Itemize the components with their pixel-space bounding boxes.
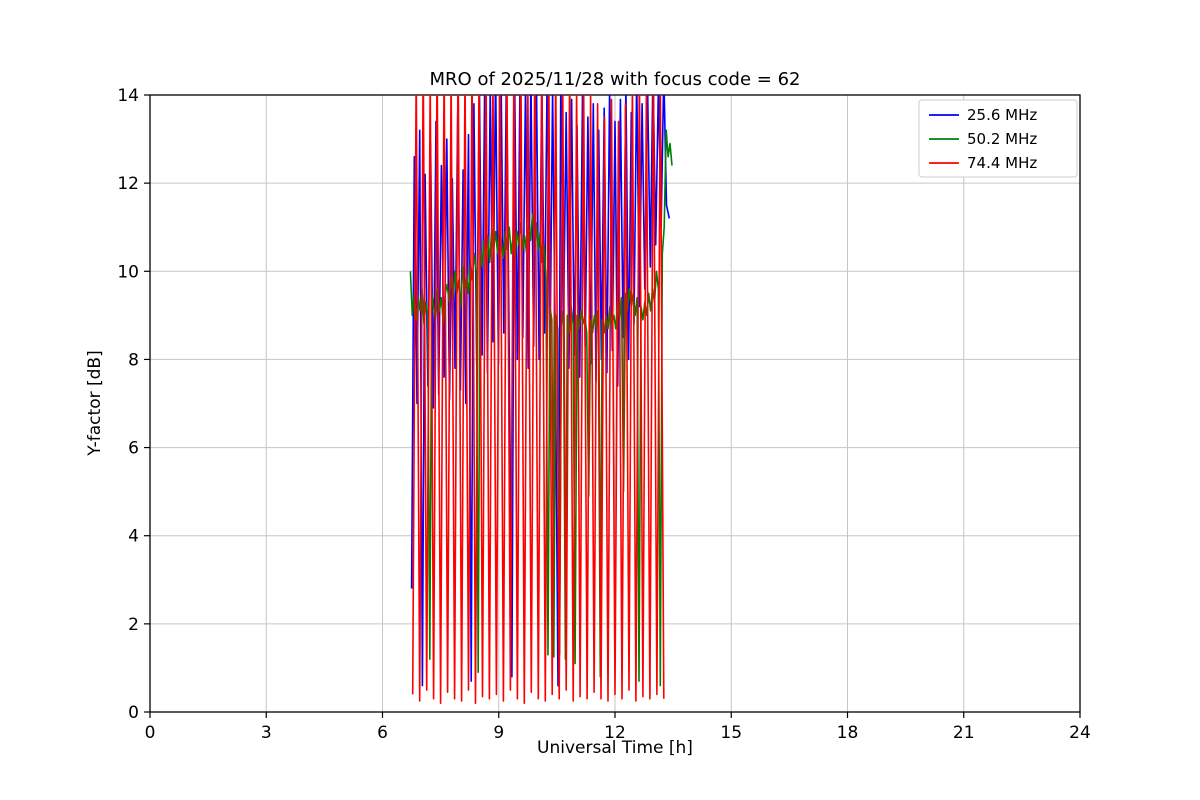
x-tick-label: 21 — [953, 723, 975, 743]
legend-label: 25.6 MHz — [967, 106, 1037, 124]
y-tick-label: 4 — [128, 527, 139, 547]
x-tick-label: 6 — [377, 723, 388, 743]
legend-box — [918, 99, 1078, 178]
x-tick-label: 3 — [261, 723, 272, 743]
y-tick-label: 14 — [117, 86, 139, 106]
y-tick-label: 10 — [117, 262, 139, 282]
y-tick-label: 0 — [128, 703, 139, 723]
legend-entry: 50.2 MHz — [929, 130, 1037, 148]
legend-label: 74.4 MHz — [967, 154, 1037, 172]
legend-label: 50.2 MHz — [967, 130, 1037, 148]
legend: 25.6 MHz 50.2 MHz 74.4 MHz — [918, 99, 1078, 178]
x-tick-label: 12 — [604, 723, 626, 743]
x-tick-label: 9 — [493, 723, 504, 743]
y-tick-label: 6 — [128, 439, 139, 459]
x-tick-label: 15 — [720, 723, 742, 743]
legend-entry: 25.6 MHz — [929, 106, 1037, 124]
y-axis-label: Y-factor [dB] — [85, 350, 105, 456]
y-tick-label: 8 — [128, 350, 139, 370]
y-tick-label: 2 — [128, 615, 139, 635]
x-tick-label: 18 — [837, 723, 859, 743]
series-lines — [409, 95, 673, 705]
x-axis-label: Universal Time [h] — [537, 738, 693, 758]
y-tick-label: 12 — [117, 174, 139, 194]
x-tick-label: 0 — [145, 723, 156, 743]
legend-entry: 74.4 MHz — [929, 154, 1037, 172]
series-line-74-4-MHz — [411, 95, 665, 705]
chart-title: MRO of 2025/11/28 with focus code = 62 — [430, 69, 801, 90]
x-tick-label: 24 — [1069, 723, 1091, 743]
